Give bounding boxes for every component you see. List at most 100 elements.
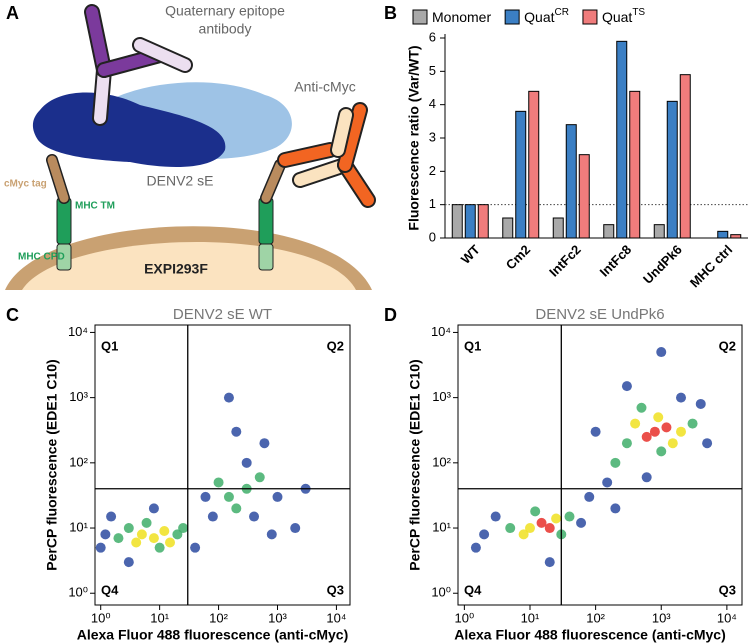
bar [653,224,665,239]
plot-frame [457,324,743,606]
bar [616,40,628,239]
quadrant-label: Q1 [464,338,481,353]
event-point [106,511,117,522]
x-tick-label: 10³ [652,610,671,625]
event-point [213,477,224,488]
legend-label: QuatCR [524,7,569,25]
cpd-domain [258,243,274,271]
legend-text: Monomer [432,9,491,25]
event-point [259,438,270,449]
y-axis-label: Fluorescence ratio (Var/WT) [406,45,422,230]
y-tick-label: 4 [429,96,436,111]
event-point [621,381,632,392]
bar [552,217,564,239]
quadrant-label: Q1 [101,338,118,353]
event-point [676,426,687,437]
bar [528,90,540,239]
x-tick-label: 10¹ [521,610,540,625]
bar [717,230,729,239]
legend-swatch [412,9,428,25]
x-tick-label: 10² [209,610,228,625]
x-tick-label: MHC ctrl [687,242,735,290]
panel-letter: A [6,3,19,23]
y-tick-label: 5 [429,63,436,78]
event-point [136,529,147,540]
bar [578,154,590,239]
event-point [641,472,652,483]
event-point [630,418,641,429]
y-tick-label: 10¹ [69,519,88,534]
legend-text: Quat [524,9,554,25]
event-point [131,537,142,548]
y-tick-label: 10² [432,454,451,469]
y-tick-label: 6 [429,29,436,44]
legend-label: Monomer [432,9,491,25]
event-point [621,438,632,449]
event-point [207,511,218,522]
bar [730,234,742,239]
event-point [656,446,667,457]
x-tick-label: 10⁴ [717,610,737,625]
x-tick-label: IntFc2 [546,242,584,280]
event-point [584,491,595,502]
x-tick-label: WT [458,242,483,267]
legend-swatch [582,9,598,25]
event-point [200,491,211,502]
event-point [165,537,176,548]
x-tick-label: 10⁰ [91,610,111,625]
label: MHC CPD [18,252,65,263]
bar [679,74,691,239]
event-point [479,529,490,540]
y-tick-label: 10³ [432,389,451,404]
event-point [178,523,189,534]
legend-text: Quat [602,9,632,25]
event-point [530,506,541,517]
event-point [159,526,170,537]
bar [565,124,577,239]
event-point [702,438,713,449]
y-axis-label: PerCP fluorescence (EDE1 C10) [44,359,60,570]
bar [502,217,514,239]
event-point [123,557,134,568]
y-tick-label: 10⁴ [68,324,88,339]
event-point [148,503,159,514]
event-point [576,517,587,528]
event-point [254,472,265,483]
bar [451,204,463,239]
event-point [536,517,547,528]
event-point [687,418,698,429]
anti-cmyc-antibody [277,102,376,208]
label: EXPI293F [144,261,208,277]
event-point [272,491,283,502]
x-tick-label: 10⁴ [326,610,346,625]
event-point [610,503,621,514]
legend-superscript: CR [555,7,569,18]
y-tick-label: 10² [69,454,88,469]
event-point [524,523,535,534]
schematic: Quaternary epitope antibody Anti-cMyc DE… [4,3,376,290]
y-tick-label: 10⁰ [431,585,451,600]
label: Anti-cMyc [294,79,355,95]
chart-title: DENV2 sE WT [173,306,272,323]
x-axis-label: Alexa Fluor 488 fluorescence (anti-cMyc) [454,627,726,643]
event-point [656,347,667,358]
protein-monomer [32,92,226,167]
event-point [653,412,664,423]
event-point [667,438,678,449]
event-point [241,457,252,468]
y-tick-label: 10³ [69,389,88,404]
event-point [505,523,516,534]
y-tick-label: 10¹ [432,519,451,534]
event-point [636,402,647,413]
event-point [231,426,242,437]
quaternary-antibody [84,4,193,126]
bar [603,224,615,239]
event-point [676,392,687,403]
x-tick-label: 10⁰ [455,610,475,625]
event-point [223,491,234,502]
event-point [100,529,111,540]
panel-letter: C [6,305,19,325]
panel-letter: B [384,3,397,23]
quadrant-label: Q4 [101,582,119,597]
